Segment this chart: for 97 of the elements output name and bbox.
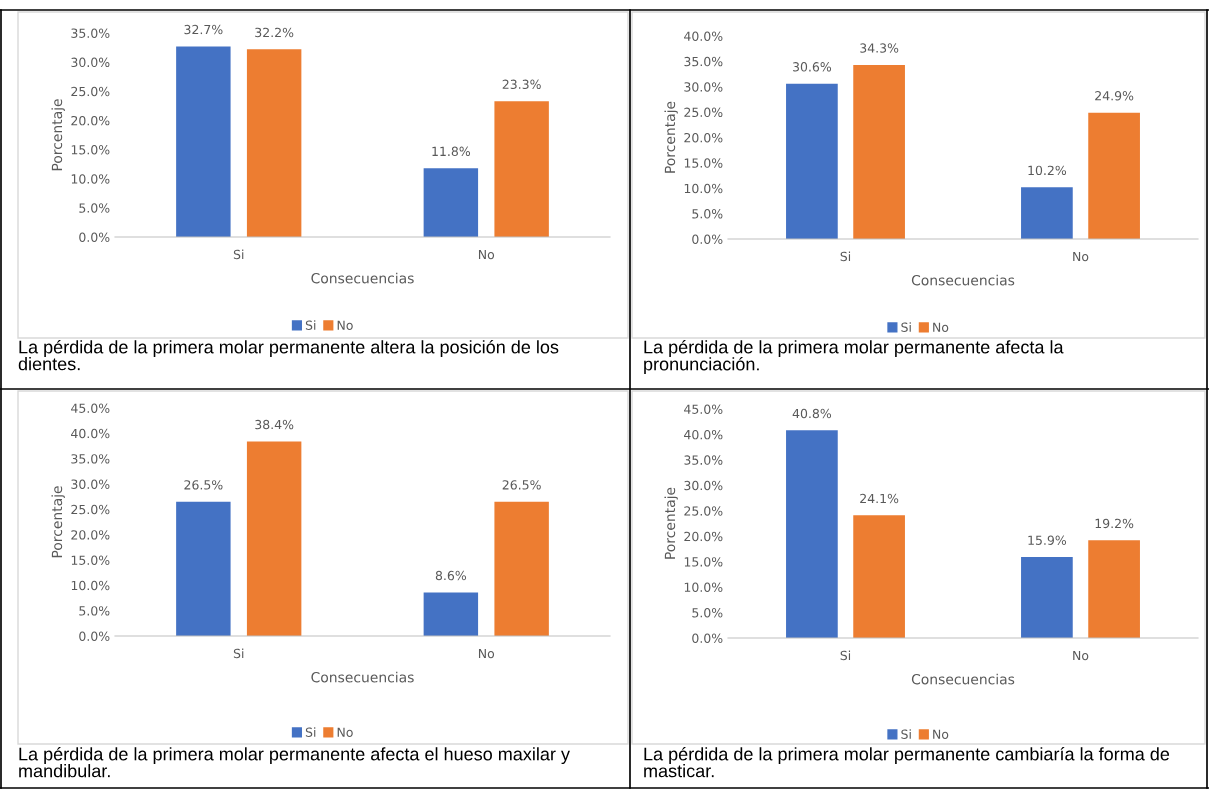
bar [1088, 540, 1140, 638]
bar [1021, 187, 1073, 239]
y-tick-label: 40.0% [684, 429, 723, 440]
legend-label: No [337, 727, 353, 737]
y-tick-label: 10.0% [684, 183, 723, 194]
y-tick-label: 30.0% [71, 479, 110, 489]
bar [786, 430, 838, 638]
legend-label: No [933, 729, 949, 739]
data-label: 11.8% [432, 146, 471, 157]
y-tick-label: 25.0% [71, 86, 110, 97]
y-tick-label: 20.0% [71, 115, 110, 126]
bar [494, 501, 549, 636]
data-label: 24.9% [1095, 91, 1134, 101]
y-tick-label: 10.0% [684, 582, 723, 593]
y-tick-label: 0.0% [692, 234, 723, 244]
y-axis-title: Porcentaje [51, 486, 65, 558]
x-tick-label: Si [233, 249, 244, 260]
y-axis-title: Porcentaje [664, 487, 678, 559]
data-label: 23.3% [502, 79, 541, 90]
y-tick-label: 15.0% [684, 557, 723, 567]
data-label: 34.3% [860, 43, 899, 53]
y-tick-label: 30.0% [684, 480, 723, 491]
y-tick-label: 20.0% [684, 531, 723, 542]
x-tick-label: Si [840, 650, 851, 661]
bar [176, 46, 231, 237]
bar [246, 441, 302, 636]
legend-label: Si [901, 322, 911, 332]
y-tick-label: 25.0% [684, 506, 723, 516]
y-tick-label: 15.0% [71, 145, 110, 155]
legend-label: No [337, 320, 353, 330]
y-tick-label: 40.0% [684, 31, 723, 41]
bar [246, 49, 302, 237]
bar [1088, 112, 1140, 239]
bar [853, 64, 905, 239]
y-tick-label: 0.0% [79, 232, 110, 242]
data-label: 40.8% [792, 408, 832, 419]
y-tick-label: 15.0% [71, 555, 110, 565]
data-label: 32.7% [184, 24, 223, 35]
y-tick-label: 5.0% [692, 608, 723, 618]
y-tick-label: 35.0% [684, 56, 723, 67]
y-tick-label: 35.0% [71, 28, 110, 38]
bar [176, 501, 231, 636]
y-tick-label: 35.0% [71, 454, 110, 464]
y-tick-label: 0.0% [79, 631, 110, 641]
bar [423, 168, 479, 237]
y-tick-label: 10.0% [71, 580, 110, 591]
y-axis-title: Porcentaje [51, 99, 65, 171]
y-tick-label: 35.0% [684, 455, 723, 465]
legend-label: No [933, 322, 949, 332]
bar [1021, 557, 1073, 638]
data-label: 8.6% [435, 570, 467, 581]
data-label: 10.2% [1028, 165, 1067, 176]
x-axis-title: Consecuencias [911, 274, 1015, 286]
y-tick-label: 45.0% [684, 404, 723, 414]
y-tick-label: 30.0% [684, 82, 723, 92]
y-tick-label: 5.0% [79, 203, 110, 213]
text: La pérdida de la primera molar permanente afecta el hueso maxilar y mandibular. [19, 747, 570, 778]
y-tick-label: 10.0% [71, 174, 110, 184]
y-tick-label: 5.0% [79, 606, 110, 616]
data-label: 15.9% [1028, 535, 1067, 545]
bar [494, 101, 549, 237]
y-tick-label: 20.0% [71, 530, 110, 540]
data-label: 19.2% [1095, 518, 1134, 529]
y-tick-label: 15.0% [684, 158, 723, 168]
data-label: 30.6% [792, 62, 832, 72]
bar [786, 83, 838, 239]
legend-label: Si [305, 727, 316, 737]
y-tick-label: 5.0% [692, 209, 723, 219]
data-label: 24.1% [860, 493, 899, 504]
x-axis-title: Consecuencias [311, 671, 414, 683]
x-tick-label: No [1073, 650, 1089, 661]
text: La pérdida de la primera molar permanente cambiaría la forma de masticar. [644, 747, 1170, 778]
x-tick-label: Si [840, 251, 851, 262]
y-tick-label: 45.0% [71, 403, 110, 413]
bar [423, 592, 479, 636]
y-tick-label: 25.0% [684, 107, 723, 118]
y-tick-label: 30.0% [71, 57, 110, 68]
text: La pérdida de la primera molar permanente altera la posición de los dientes. [18, 340, 559, 371]
x-tick-label: Si [233, 648, 244, 659]
data-label: 26.5% [184, 480, 223, 490]
x-axis-title: Consecuencias [911, 673, 1015, 685]
x-tick-label: No [478, 648, 495, 659]
x-axis-title: Consecuencias [311, 272, 414, 284]
legend-label: Si [305, 320, 316, 330]
y-axis-title: Porcentaje [664, 101, 678, 173]
data-label: 38.4% [255, 419, 294, 430]
data-label: 32.2% [255, 27, 294, 38]
x-tick-label: No [1073, 251, 1089, 262]
y-tick-label: 0.0% [692, 633, 723, 643]
y-tick-label: 25.0% [71, 504, 110, 515]
y-tick-label: 40.0% [71, 428, 110, 439]
y-tick-label: 20.0% [684, 132, 723, 143]
data-label: 26.5% [502, 480, 541, 490]
bar [853, 515, 905, 638]
legend-label: Si [901, 729, 911, 739]
text: La pérdida de la primera molar permanente afecta la pronunciación. [644, 340, 1064, 375]
x-tick-label: No [478, 249, 495, 260]
